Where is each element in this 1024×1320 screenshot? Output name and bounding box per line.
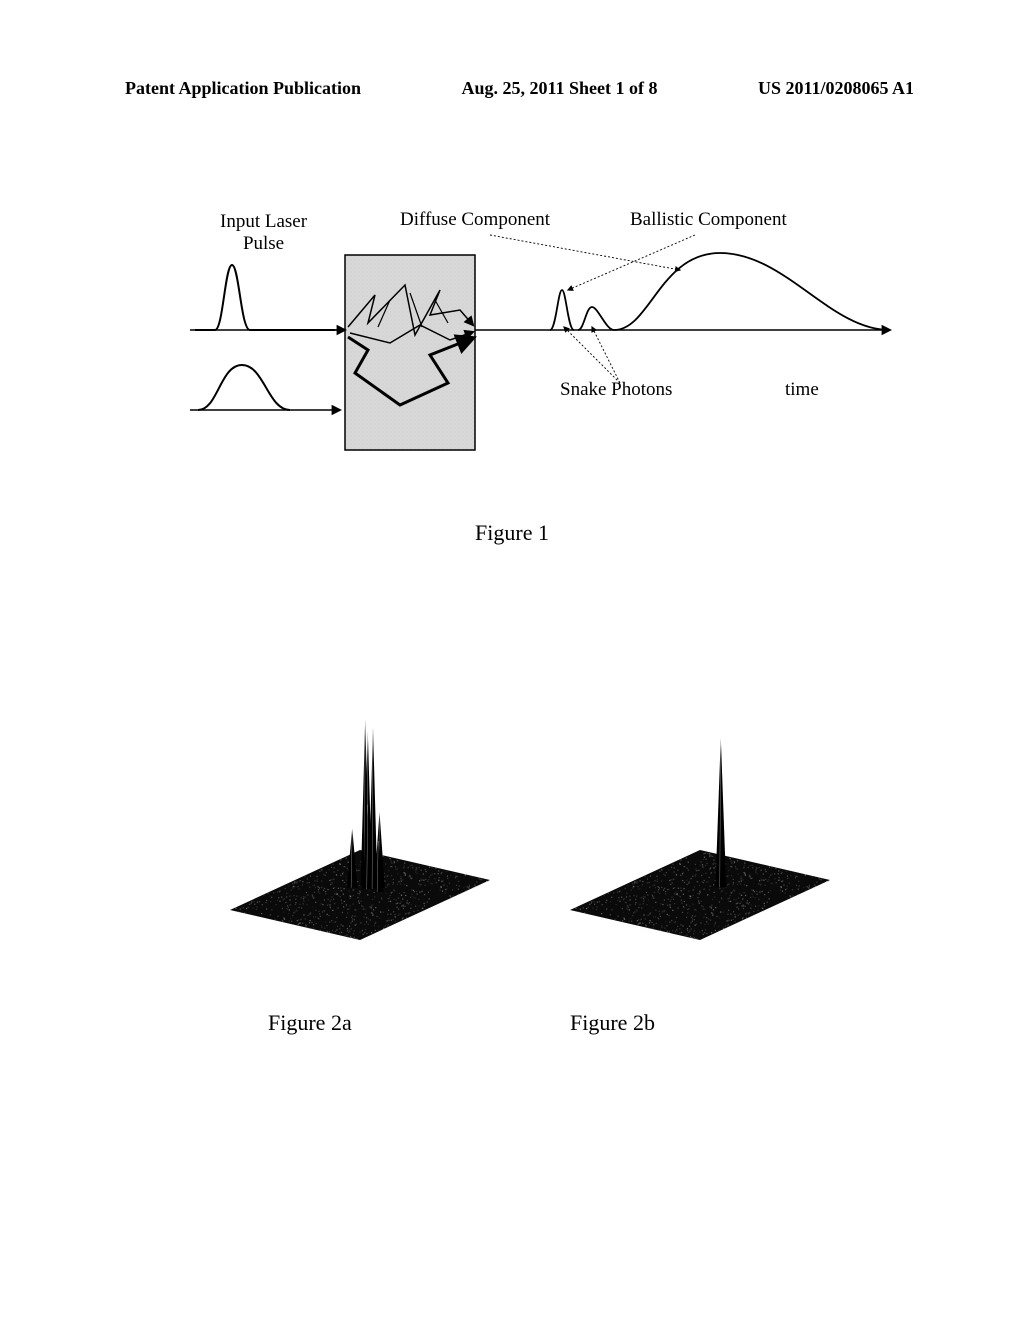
- figure-2b: [550, 690, 850, 960]
- figure-2b-caption: Figure 2b: [570, 1010, 655, 1036]
- label-snake-photons: Snake Photons: [560, 379, 672, 401]
- input-pulse-narrow: [195, 265, 335, 330]
- header-center: Aug. 25, 2011 Sheet 1 of 8: [361, 78, 758, 99]
- page-header: Patent Application Publication Aug. 25, …: [0, 78, 1024, 99]
- label-time-axis: time: [785, 379, 819, 401]
- scattering-medium: [345, 255, 475, 450]
- figure-2a-svg: [210, 690, 510, 960]
- figure-2a: [210, 690, 510, 960]
- header-left: Patent Application Publication: [125, 78, 361, 99]
- figure-2-row: [210, 690, 850, 960]
- label-diffuse-component: Diffuse Component: [400, 209, 550, 231]
- label-ballistic-component: Ballistic Component: [630, 209, 787, 231]
- header-right: US 2011/0208065 A1: [758, 78, 914, 99]
- output-ballistic-peak: [550, 290, 574, 330]
- figure-1-caption: Figure 1: [0, 520, 1024, 546]
- output-snake-peak: [578, 307, 614, 330]
- output-diffuse-peak: [614, 253, 890, 330]
- figure-2b-svg: [550, 690, 850, 960]
- figure-2a-caption: Figure 2a: [268, 1010, 352, 1036]
- input-pulse-broad: [198, 365, 290, 410]
- label-input-laser-pulse: Input Laser Pulse: [220, 211, 307, 255]
- figure-1: Input Laser Pulse Diffuse Component Ball…: [190, 215, 910, 475]
